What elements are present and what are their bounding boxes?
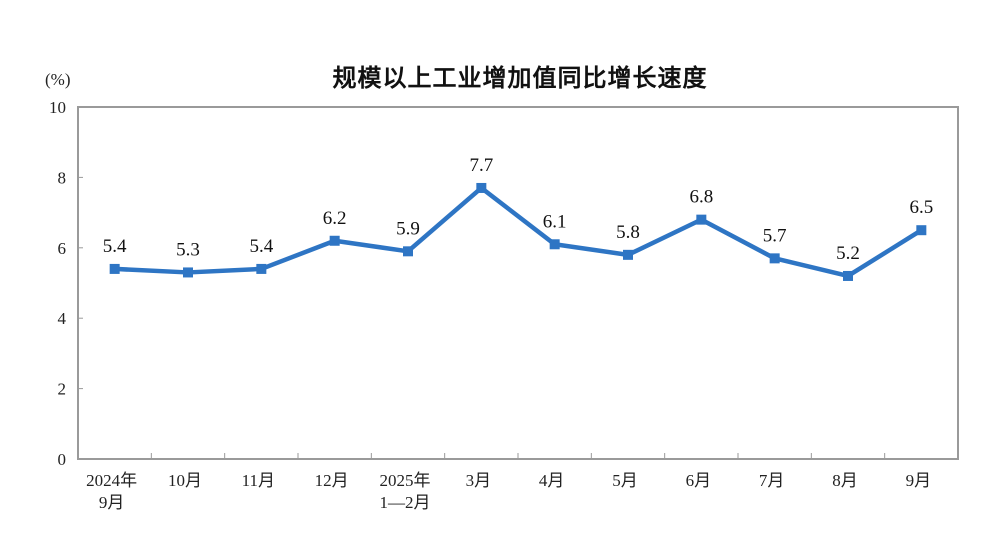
x-axis: 2024年 9月 10月 11月 12月 2025年 1—2月 3月 4月 5月 6月 7月 8月 9月 — [86, 453, 931, 512]
plot-border — [77, 106, 959, 460]
data-point-marker — [623, 249, 633, 260]
data-point-marker — [183, 267, 193, 278]
x-tick-label: 2024年 9月 — [86, 471, 137, 512]
data-point-marker — [109, 263, 120, 274]
data-point-marker — [329, 235, 340, 246]
data-point-marker — [256, 263, 267, 274]
x-tick-label: 9月 — [906, 471, 932, 490]
data-value-label: 6.8 — [689, 187, 713, 208]
y-tick-label: 6 — [58, 239, 67, 258]
x-tick-label: 2025年 1—2月 — [380, 471, 431, 512]
data-point-marker — [843, 270, 853, 281]
data-value-label: 6.1 — [543, 211, 567, 232]
data-point-marker — [696, 214, 707, 225]
data-point-marker — [769, 253, 780, 264]
x-tick-label: 10月 — [168, 471, 202, 490]
y-tick-label: 2 — [58, 380, 67, 399]
data-value-label: 5.2 — [836, 243, 860, 264]
y-axis: 0 2 4 6 8 10 — [49, 98, 83, 469]
data-value-label: 5.8 — [616, 222, 640, 243]
data-value-label: 5.3 — [176, 239, 200, 260]
data-series — [109, 182, 927, 281]
y-tick-label: 10 — [49, 98, 66, 117]
x-tick-label: 4月 — [539, 471, 565, 490]
data-point-marker — [403, 246, 413, 257]
plot-area — [77, 106, 959, 460]
chart-title: 规模以上工业增加值同比增长速度 — [332, 64, 708, 92]
y-axis-unit-label: (%) — [45, 70, 71, 89]
x-tick-label: 6月 — [686, 471, 712, 490]
x-tick-label: 7月 — [759, 471, 785, 490]
data-value-label: 5.4 — [249, 236, 273, 257]
data-point-marker — [916, 225, 927, 236]
x-tick-label: 11月 — [242, 471, 275, 490]
y-tick-label: 0 — [58, 450, 67, 469]
data-value-label: 5.7 — [763, 225, 787, 246]
x-tick-label: 12月 — [315, 471, 349, 490]
x-tick-label: 8月 — [832, 471, 858, 490]
series-line — [114, 185, 923, 279]
y-tick-label: 4 — [58, 309, 67, 328]
data-value-label: 5.4 — [103, 236, 127, 257]
x-tick-label: 5月 — [612, 471, 638, 490]
data-value-label: 7.7 — [469, 155, 493, 176]
y-tick-label: 8 — [58, 168, 67, 187]
data-labels: 5.4 5.3 5.4 6.2 5.9 7.7 6.1 5.8 6.8 5.7 5.2 6.5 — [103, 155, 933, 264]
data-value-label: 6.2 — [323, 208, 347, 229]
x-tick-label: 3月 — [466, 471, 492, 490]
data-value-label: 6.5 — [909, 197, 933, 218]
data-value-label: 5.9 — [396, 218, 420, 239]
data-point-marker — [549, 239, 560, 250]
data-point-marker — [476, 182, 487, 193]
